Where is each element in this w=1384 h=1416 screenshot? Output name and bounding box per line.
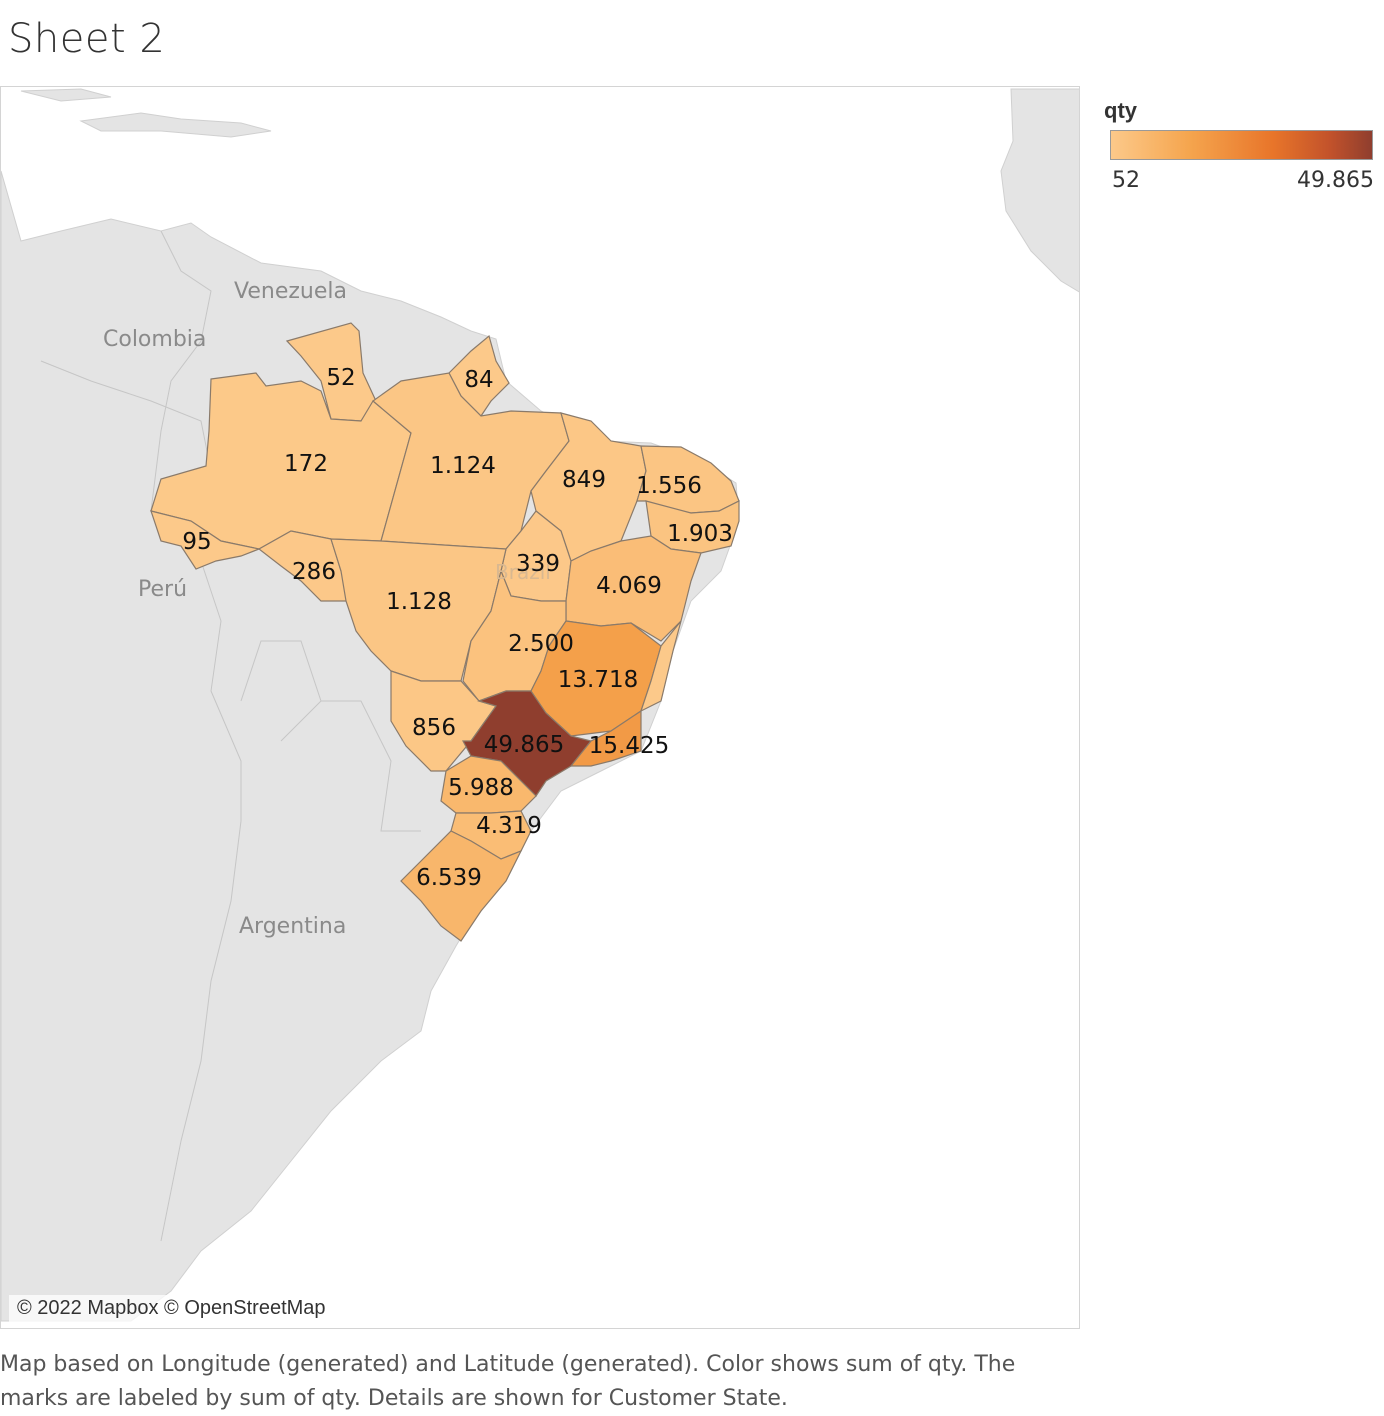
state-label-go: 2.500 (508, 631, 574, 657)
state-label-pa: 1.124 (430, 453, 496, 479)
legend-title: qty (1104, 98, 1137, 123)
caribbean-island (20, 88, 112, 102)
state-pr[interactable] (440, 755, 537, 814)
legend-min-label: 52 (1112, 168, 1140, 193)
state-label-ro: 286 (292, 559, 336, 585)
state-label-ms: 856 (412, 715, 456, 741)
map-caption: Map based on Longitude (generated) and L… (0, 1352, 1016, 1411)
state-label-sc: 4.319 (476, 813, 542, 839)
brazil-states (150, 322, 740, 942)
state-labels: 52 84 172 1.124 849 1.556 1.903 95 286 3… (182, 365, 733, 891)
state-label-ba: 4.069 (596, 573, 662, 599)
state-label-am: 172 (284, 451, 328, 477)
state-label-mt: 1.128 (386, 589, 452, 615)
country-label-peru: Perú (138, 577, 187, 602)
country-label-brazil: Brazil (495, 560, 551, 584)
state-rs[interactable] (400, 830, 523, 942)
state-label-rs: 6.539 (416, 865, 482, 891)
legend-max-label: 49.865 (1297, 168, 1374, 193)
map-view[interactable]: Venezuela Colombia Perú Argentina Brazil… (0, 86, 1080, 1329)
state-label-to: 339 (516, 551, 560, 577)
neighbor-borders (40, 230, 421, 1242)
state-es[interactable] (639, 620, 682, 713)
caribbean-island (79, 112, 272, 138)
state-label-pr: 5.988 (448, 775, 514, 801)
country-label-venezuela: Venezuela (234, 279, 347, 304)
state-label-pe: 1.903 (667, 521, 733, 547)
state-ac[interactable] (150, 510, 262, 570)
country-labels: Venezuela Colombia Perú Argentina Brazil (103, 279, 551, 939)
state-label-rr: 52 (326, 365, 355, 391)
country-label-colombia: Colombia (103, 327, 206, 352)
map-svg: Venezuela Colombia Perú Argentina Brazil… (1, 88, 1079, 1322)
state-rj[interactable] (569, 709, 642, 767)
color-legend[interactable]: qty 52 49.865 (1104, 98, 1376, 198)
country-label-argentina: Argentina (239, 914, 346, 939)
state-label-mg: 13.718 (558, 667, 638, 693)
state-sp[interactable] (462, 690, 593, 797)
state-label-ac: 95 (182, 529, 211, 555)
state-label-ap: 84 (464, 367, 493, 393)
state-mg[interactable] (519, 620, 662, 737)
state-label-ce: 1.556 (636, 473, 702, 499)
legend-color-ramp (1110, 130, 1373, 160)
map-attribution[interactable]: © 2022 Mapbox © OpenStreetMap (9, 1295, 334, 1322)
state-label-rj: 15.425 (589, 733, 669, 759)
africa-land (1000, 88, 1079, 293)
state-label-ma: 849 (562, 467, 606, 493)
sheet-title: Sheet 2 (8, 16, 166, 62)
state-label-sp: 49.865 (484, 732, 564, 758)
